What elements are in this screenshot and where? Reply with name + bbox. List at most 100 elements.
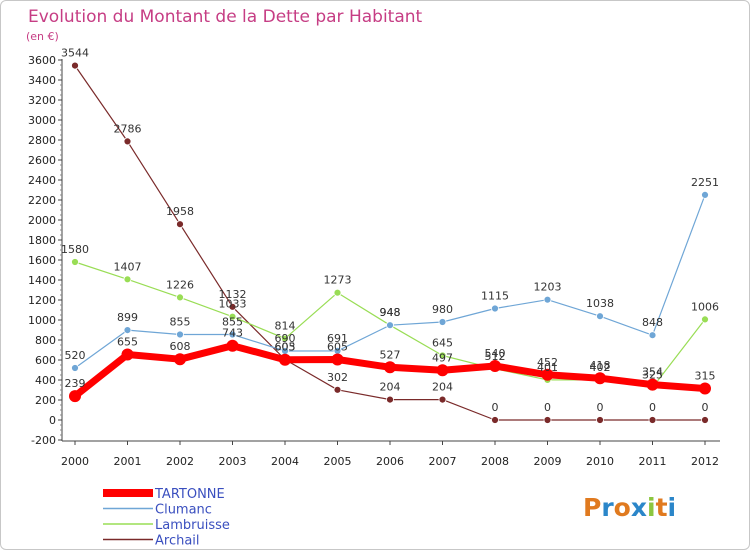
data-label: 0 [492, 401, 499, 414]
data-point [543, 295, 552, 304]
data-label: 325 [642, 369, 663, 382]
data-label: 0 [649, 401, 656, 414]
data-point [123, 326, 132, 335]
data-point [384, 361, 396, 374]
logo-letter: P [583, 493, 601, 522]
data-point [648, 331, 657, 340]
logo-letter: i [647, 493, 656, 522]
y-tick-label: 1200 [28, 294, 56, 307]
x-tick-label: 2010 [586, 455, 614, 468]
data-point [701, 190, 709, 199]
data-label: 3544 [61, 47, 89, 60]
series-layer [69, 61, 711, 424]
data-point [69, 390, 81, 403]
data-label: 1033 [219, 298, 247, 311]
x-tick-label: 2002 [166, 455, 194, 468]
data-label: 605 [327, 341, 348, 354]
x-tick-label: 2007 [429, 455, 457, 468]
data-label: 315 [695, 370, 716, 383]
data-point [333, 288, 342, 297]
data-label: 239 [65, 377, 86, 390]
data-label: 1115 [481, 290, 509, 303]
data-label: 603 [275, 341, 296, 354]
data-label: 848 [642, 316, 663, 329]
data-label: 655 [117, 336, 138, 349]
data-point [174, 353, 186, 366]
chart-title: Evolution du Montant de la Dette par Hab… [28, 7, 423, 27]
data-labels: 3544 2786 1958 1132 605 302 204 204 0 0 0 0 0 1580 140… [61, 47, 719, 414]
y-tick-label: 200 [35, 394, 56, 407]
legend-label: Archail [155, 534, 200, 549]
data-label: 2786 [114, 122, 142, 135]
data-label: 1580 [61, 243, 89, 256]
data-label: 608 [170, 340, 191, 353]
x-tick-label: 2001 [114, 455, 142, 468]
data-point [386, 395, 394, 404]
data-point [71, 61, 79, 70]
logo-letter: r [601, 493, 614, 522]
data-point [436, 364, 449, 377]
data-label: 0 [702, 401, 709, 414]
proxiti-logo: Proxiti [583, 493, 676, 522]
data-point [281, 334, 289, 343]
data-label: 980 [432, 303, 453, 316]
y-tick-label: 3000 [28, 114, 56, 127]
y-tick-label: 600 [35, 354, 56, 367]
data-label: 645 [432, 337, 453, 350]
data-point [71, 364, 79, 372]
y-tick-label: -200 [31, 434, 56, 447]
legend-label: Clumanc [155, 503, 212, 518]
data-point [491, 304, 499, 313]
y-tick-label: 1400 [28, 274, 56, 287]
data-label: 855 [222, 316, 243, 329]
data-label: 814 [275, 320, 296, 333]
data-point [226, 339, 239, 352]
data-label: 948 [380, 306, 401, 319]
data-point [648, 416, 657, 424]
data-label: 855 [170, 316, 191, 329]
data-point [438, 395, 447, 404]
data-point [541, 368, 554, 381]
y-tick-label: 2800 [28, 134, 56, 147]
x-tick-label: 2000 [61, 455, 89, 468]
data-label: 1407 [114, 260, 142, 273]
y-tick-label: 3400 [28, 74, 56, 87]
data-point [123, 275, 132, 284]
axes: -200020040060080010001200140016001800200… [28, 54, 720, 468]
x-tick-label: 2005 [324, 455, 352, 468]
data-label: 402 [590, 361, 611, 374]
data-label: 418 [590, 359, 611, 372]
data-point [176, 220, 184, 229]
data-label: 948 [380, 306, 401, 319]
y-tick-label: 800 [35, 334, 56, 347]
data-label: 2251 [691, 176, 719, 189]
data-label: 1038 [586, 297, 614, 310]
data-label: 204 [432, 381, 453, 394]
data-point [333, 385, 342, 394]
logo-letter: x [631, 493, 647, 522]
data-point [71, 258, 79, 266]
data-label: 1006 [691, 300, 719, 313]
legend-label: Lambruisse [155, 518, 230, 533]
x-tick-label: 2006 [376, 455, 404, 468]
data-label: 520 [65, 349, 86, 362]
data-label: 540 [485, 347, 506, 360]
logo-letter: i [668, 493, 677, 522]
data-label: 605 [275, 341, 296, 354]
x-tick-label: 2003 [219, 455, 247, 468]
y-tick-label: 3600 [28, 54, 56, 67]
x-tick-label: 2004 [271, 455, 299, 468]
y-tick-label: 1000 [28, 314, 56, 327]
data-label: 1226 [166, 278, 194, 291]
data-point [176, 330, 184, 339]
data-label: 302 [327, 371, 348, 384]
x-tick-label: 2009 [534, 455, 562, 468]
data-point [228, 330, 237, 339]
data-label: 743 [222, 327, 243, 340]
series-tartonne [69, 339, 711, 403]
data-point [701, 315, 709, 324]
data-label: 0 [597, 401, 604, 414]
data-point [279, 353, 291, 366]
data-point [491, 416, 499, 424]
